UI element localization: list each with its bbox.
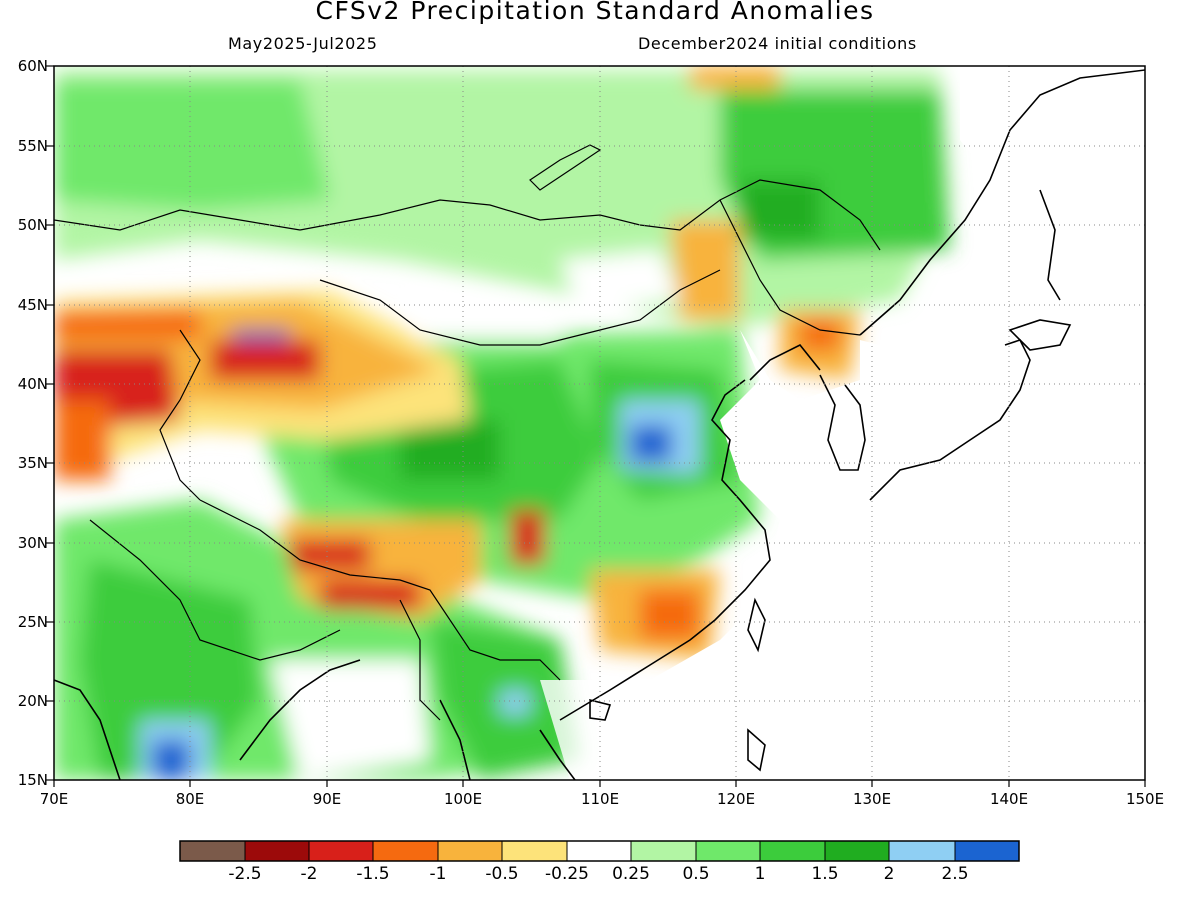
lat-label-55n: 55N	[17, 137, 48, 155]
india-west-coast	[54, 679, 121, 780]
colorbar-swatch-1	[245, 841, 309, 861]
lon-label-150e: 150E	[1125, 790, 1165, 808]
bohai-coast	[749, 343, 821, 381]
colorbar-swatch-5	[502, 841, 567, 861]
dry-core-bhutan	[320, 580, 420, 610]
colorbar-swatch-10	[825, 841, 889, 861]
forecast-period: May2025-Jul2025	[228, 34, 378, 53]
colorbar-label-8: 1	[754, 864, 766, 884]
korea-coast	[819, 374, 866, 471]
lon-label-80e: 80E	[175, 790, 205, 808]
lon-label-130e: 130E	[852, 790, 892, 808]
map-title: CFSv2 Precipitation Standard Anomalies	[315, 0, 875, 25]
colorbar-label-4: -0.5	[485, 864, 519, 884]
mongolia-south-border	[319, 269, 721, 346]
southeast-border	[449, 619, 561, 681]
lat-label-40n: 40N	[17, 375, 48, 393]
indochina-coast	[439, 699, 576, 780]
anomaly-shading	[54, 66, 950, 780]
colorbar-label-5: -0.25	[545, 864, 589, 884]
colorbar-label-11: 2.5	[941, 864, 969, 884]
colorbar-label-6: 0.25	[612, 864, 650, 884]
colorbar-swatch-6	[567, 841, 631, 861]
colorbar-swatch-7	[631, 841, 696, 861]
colorbar	[179, 840, 1020, 862]
green-india	[80, 560, 260, 780]
wet-core-eastchina-2	[630, 425, 672, 462]
dry-core-west	[54, 400, 110, 480]
lat-label-15n: 15N	[17, 771, 48, 789]
colorbar-frame	[179, 840, 1020, 862]
lat-label-30n: 30N	[17, 534, 48, 552]
japan-hokkaido	[1008, 319, 1072, 351]
neutral-india	[270, 660, 430, 780]
colorbar-swatch-11	[889, 841, 955, 861]
lat-label-50n: 50N	[17, 216, 48, 234]
ocean-south	[540, 680, 610, 780]
grid-lines	[54, 66, 1145, 780]
lat-label-35n: 35N	[17, 454, 48, 472]
dry-north-rim	[690, 66, 780, 90]
green-siberia	[54, 80, 330, 210]
colorbar-label-0: -2.5	[228, 864, 262, 884]
wet-core-tarim-blue	[232, 330, 290, 340]
colorbar-label-10: 2	[883, 864, 895, 884]
himalaya-border	[199, 499, 451, 621]
russia-coast	[859, 69, 1145, 336]
lat-label-45n: 45N	[17, 296, 48, 314]
initial-conditions: December2024 initial conditions	[638, 34, 917, 53]
lon-label-90e: 90E	[312, 790, 342, 808]
lat-label-20n: 20N	[17, 692, 48, 710]
dry-core-korea	[800, 320, 840, 350]
map-field	[54, 66, 1145, 780]
myanmar-border	[399, 599, 441, 721]
dry-manchuria	[670, 220, 740, 320]
lon-label-110e: 110E	[580, 790, 620, 808]
india-border	[89, 519, 341, 661]
dry-core-tibet	[290, 540, 370, 570]
russia-china-east	[719, 199, 861, 336]
philippines-luzon	[747, 728, 766, 772]
lon-label-140e: 140E	[989, 790, 1029, 808]
colorbar-label-1: -2	[300, 864, 318, 884]
colorbar-swatch-8	[696, 841, 760, 861]
neutral-sea	[560, 250, 680, 310]
colorbar-swatch-12	[955, 841, 1019, 861]
lon-label-100e: 100E	[443, 790, 483, 808]
sakhalin	[1039, 189, 1061, 301]
dry-core-tarim	[210, 340, 320, 380]
east-asia-coast	[559, 379, 771, 721]
colorbar-swatch-3	[373, 841, 438, 861]
axis-ticks	[46, 65, 1146, 787]
green-dark-siberia	[740, 180, 820, 240]
colorbar-swatch-0	[180, 841, 245, 861]
colorbar-swatch-2	[309, 841, 373, 861]
colorbar-label-2: -1.5	[356, 864, 390, 884]
dry-core-south	[640, 590, 700, 640]
hainan	[589, 698, 612, 721]
lat-label-60n: 60N	[17, 57, 48, 75]
lat-label-25n: 25N	[17, 613, 48, 631]
lon-label-70e: 70E	[39, 790, 69, 808]
dry-core-sichuan	[510, 510, 545, 565]
colorbar-label-9: 1.5	[811, 864, 839, 884]
colorbar-label-3: -1	[429, 864, 447, 884]
kazakh-border	[54, 209, 301, 231]
wet-core-vietnam	[500, 690, 530, 715]
colorbar-swatch-4	[438, 841, 502, 861]
colorbar-swatch-9	[760, 841, 825, 861]
wet-core-india-2	[152, 740, 190, 780]
coastlines	[54, 69, 1145, 780]
taiwan	[747, 597, 766, 653]
china-west-border	[159, 329, 201, 501]
colorbar-label-7: 0.5	[682, 864, 710, 884]
lon-label-120e: 120E	[716, 790, 756, 808]
japan-honshu	[869, 339, 1031, 501]
neutral-mongolia	[420, 300, 560, 340]
lake-baikal	[529, 144, 602, 191]
dry-core-kazakh	[54, 310, 200, 340]
green-dark-central	[400, 420, 500, 480]
india-east-coast	[239, 659, 361, 761]
